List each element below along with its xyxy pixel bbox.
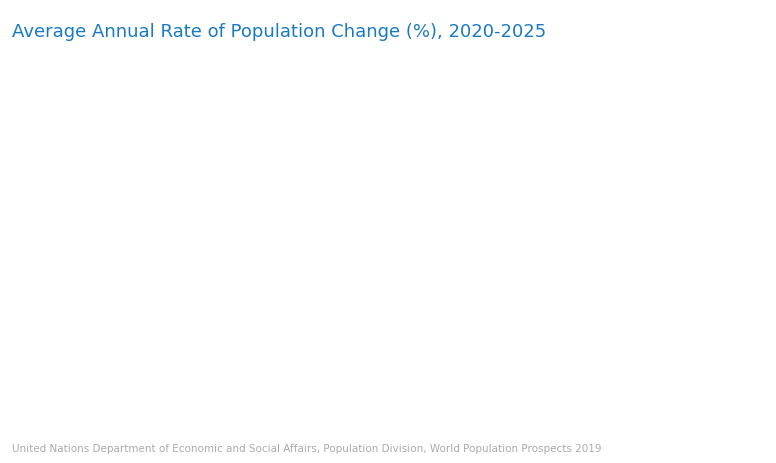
Text: Average Annual Rate of Population Change (%), 2020-2025: Average Annual Rate of Population Change… (12, 23, 546, 41)
Text: United Nations Department of Economic and Social Affairs, Population Division, W: United Nations Department of Economic an… (12, 444, 601, 454)
